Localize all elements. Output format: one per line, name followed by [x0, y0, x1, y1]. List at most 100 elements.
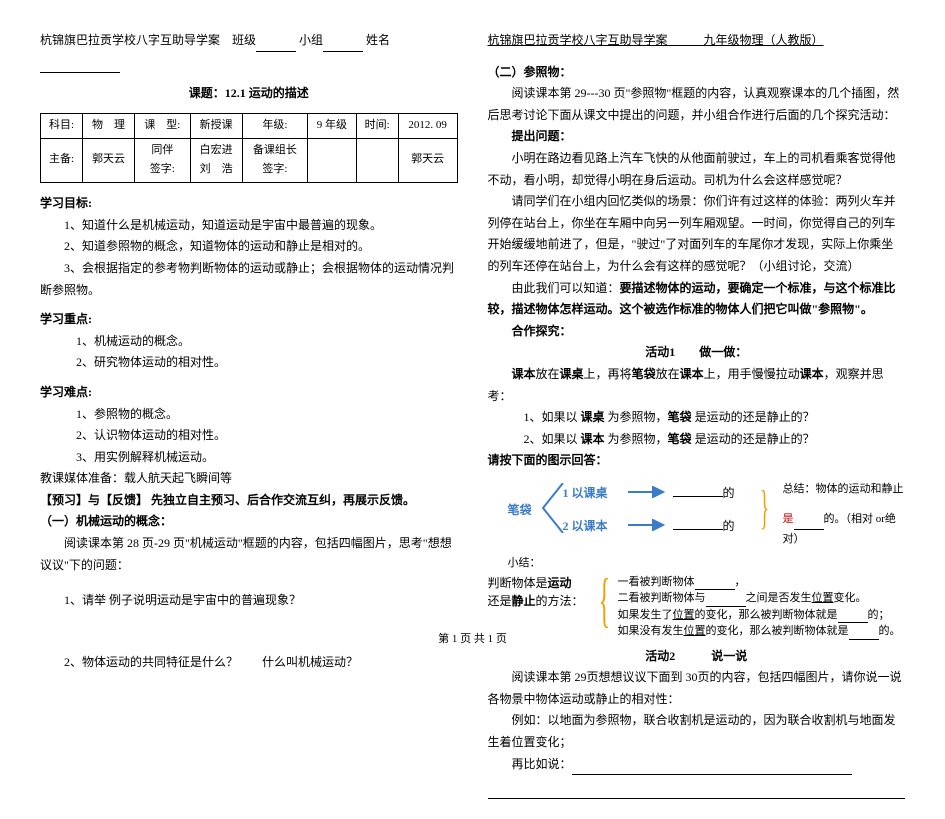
conclude-intro: 由此我们可以知道：	[512, 281, 620, 295]
jr2a: 二看被判断物体与	[618, 592, 706, 604]
jr3b: 位置	[673, 609, 695, 621]
cell: 物 理	[83, 113, 135, 138]
b1: 课桌	[560, 367, 584, 381]
je: 的方法：	[536, 594, 584, 608]
pendai-label: 笔袋	[508, 500, 532, 522]
hard-item: 1、参照物的概念。	[40, 404, 458, 426]
name-blank	[40, 59, 120, 73]
act1-q2: 2、如果以 课本 为参照物，笔袋 是运动的还是静止的？	[488, 429, 906, 451]
read2-text: 阅读课本第 29---30 页"参照物"框题的内容，认真观察课本的几个插图，然后…	[488, 86, 900, 122]
cell: 科目:	[41, 113, 83, 138]
question-1: 1、请举 例子说明运动是宇宙中的普遍现象？	[40, 590, 458, 612]
hard-item: 3、用实例解释机械运动。	[40, 447, 458, 469]
opt1-label: 1 以课桌	[563, 483, 608, 505]
cell: 备课组长 签字:	[242, 138, 308, 183]
t2: 放在	[656, 367, 680, 381]
b3: 课本	[680, 367, 704, 381]
jr2c: 位置	[812, 592, 834, 604]
preview-feedback: 【预习】与【反馈】 先独立自主预习、后合作交流互纠，再展示反馈。	[40, 490, 458, 512]
coop-heading: 合作探究：	[488, 321, 906, 343]
cell	[356, 138, 398, 183]
cell: 白宏进 刘 浩	[190, 138, 242, 183]
goal-item: 1、知道什么是机械运动，知道运动是宇宙中最普遍的现象。	[40, 215, 458, 237]
hard-item: 2、认识物体运动的相对性。	[40, 425, 458, 447]
header-text3: 姓名	[363, 33, 390, 47]
header-text: 杭锦旗巴拉贡学校八字互助导学案 班级	[40, 33, 256, 47]
para2: 请同学们在小组内回忆类似的场景：你们许有过这样的体验：两列火车并列停在站台上，你…	[488, 191, 906, 277]
key-item: 2、研究物体运动的相对性。	[40, 352, 458, 374]
section1-heading: （一）机械运动的概念：	[40, 511, 458, 533]
summary-b: 是	[783, 513, 794, 525]
activity1-body: 课本放在课桌上，再将笔袋放在课本上，用手慢慢拉动课本，观察并思考：	[488, 364, 906, 407]
right-header-text: 杭锦旗巴拉贡学校八字互助导学案 九年级物理（人教版）	[488, 33, 824, 47]
cell	[308, 138, 357, 183]
cell: 主备:	[41, 138, 83, 183]
hard-heading: 学习难点:	[40, 382, 458, 404]
again-label: 再比如说：	[512, 757, 572, 771]
blank-de: 的	[673, 516, 735, 538]
opt2-label: 2 以课本	[563, 516, 608, 538]
t0: 放在	[536, 367, 560, 381]
jr3d: 的；	[868, 609, 890, 621]
summary-a: 总结：物体的运动和静止	[783, 480, 904, 500]
jc: 还是	[488, 594, 512, 608]
info-table: 科目: 物 理 课 型: 新授课 年级: 9 年级 时间: 2012. 09 主…	[40, 113, 458, 183]
header-text2: 小组	[296, 33, 323, 47]
cell: 时间:	[356, 113, 398, 138]
cell: 新授课	[190, 113, 242, 138]
b4: 课本	[800, 367, 824, 381]
para1: 小明在路边看见路上汽车飞快的从他面前驶过，车上的司机看乘客觉得他不动，看小明，却…	[488, 148, 906, 191]
section2-heading: （二）参照物：	[488, 62, 906, 84]
arrow-diagram: 笔袋 1 以课桌 2 以课本 的 的 } 总结：物体的运动和静止 是的。（相对 …	[508, 478, 906, 548]
b0: 课本	[512, 367, 536, 381]
de2: 的	[723, 519, 735, 533]
jr2d: 变化。	[834, 592, 867, 604]
act1-q1: 1、如果以 课桌 为参照物，笔袋 是运动的还是静止的？	[488, 407, 906, 429]
summary-line2: 是的。（相对 or绝对）	[783, 510, 906, 550]
left-header: 杭锦旗巴拉贡学校八字互助导学案 班级 小组 姓名	[40, 30, 458, 73]
jr3c: 的变化，那么被判断物体就是	[695, 609, 838, 621]
goal-text: 3、会根据指定的参考物判断物体的运动或静止；会根据物体的运动情况判断参照物。	[40, 261, 454, 297]
jd: 静止	[512, 594, 536, 608]
answer-heading: 请按下面的图示回答：	[488, 450, 906, 472]
arrow-icon	[628, 519, 668, 531]
question-heading: 提出问题：	[488, 126, 906, 148]
jr1: 一看被判断物体	[618, 576, 695, 588]
jr2b: 之间是否发生	[746, 592, 812, 604]
activity1-heading: 活动1 做一做：	[488, 342, 906, 364]
ja: 判断物体是	[488, 576, 548, 590]
arrow-icon	[628, 486, 668, 498]
cell: 9 年级	[308, 113, 357, 138]
cell: 2012. 09	[398, 113, 457, 138]
cell: 同伴 签字:	[135, 138, 191, 183]
example: 例如：以地面为参照物，联合收割机是运动的，因为联合收割机与地面发生着位置变化；	[488, 710, 906, 753]
lesson-title: 课题：12.1 运动的描述	[40, 83, 458, 105]
key-heading: 学习重点:	[40, 309, 458, 331]
cell: 课 型:	[135, 113, 191, 138]
right-header: 杭锦旗巴拉贡学校八字互助导学案 九年级物理（人教版）	[488, 30, 906, 52]
read2: 阅读课本第 29---30 页"参照物"框题的内容，认真观察课本的几个插图，然后…	[488, 83, 906, 126]
jb: 运动	[548, 576, 572, 590]
goals-heading: 学习目标:	[40, 193, 458, 215]
de1: 的	[723, 486, 735, 500]
goal-item: 2、知道参照物的概念，知道物体的运动和静止是相对的。	[40, 236, 458, 258]
read-instruction: 阅读课本第 28 页-29 页"机械运动"框题的内容，包括四幅图片，思考"想想议…	[40, 533, 458, 576]
cell: 年级:	[242, 113, 308, 138]
t3: 上，用手慢慢拉动	[704, 367, 800, 381]
jr3a: 如果发生了	[618, 609, 673, 621]
key-item: 1、机械运动的概念。	[40, 331, 458, 353]
jr2-line: 二看被判断物体与 之间是否发生位置变化。	[618, 590, 906, 607]
page-footer: 第 1 页 共 1 页	[0, 630, 945, 650]
judge-block: 小结： 判断物体是运动 还是静止的方法： { 一看被判断物体， 二看被判断物体与…	[488, 554, 906, 640]
b2: 笔袋	[632, 367, 656, 381]
blank-de: 的	[673, 483, 735, 505]
brace-icon: }	[759, 484, 768, 532]
conclusion-line: 由此我们可以知道：要描述物体的运动，要确定一个标准，与这个标准比较，描述物体怎样…	[488, 278, 906, 321]
group-blank	[323, 38, 363, 52]
again-line: 再比如说：	[488, 754, 906, 776]
media-prep: 教课媒体准备：载人航天起飞瞬间等	[40, 468, 458, 490]
act2-read: 阅读课本第 29页想想议议下面到 30页的内容，包括四幅图片，请你说一说各物景中…	[488, 667, 906, 710]
t1: 上，再将	[584, 367, 632, 381]
xiaojie: 小结：	[508, 554, 906, 574]
cell: 郭天云	[83, 138, 135, 183]
